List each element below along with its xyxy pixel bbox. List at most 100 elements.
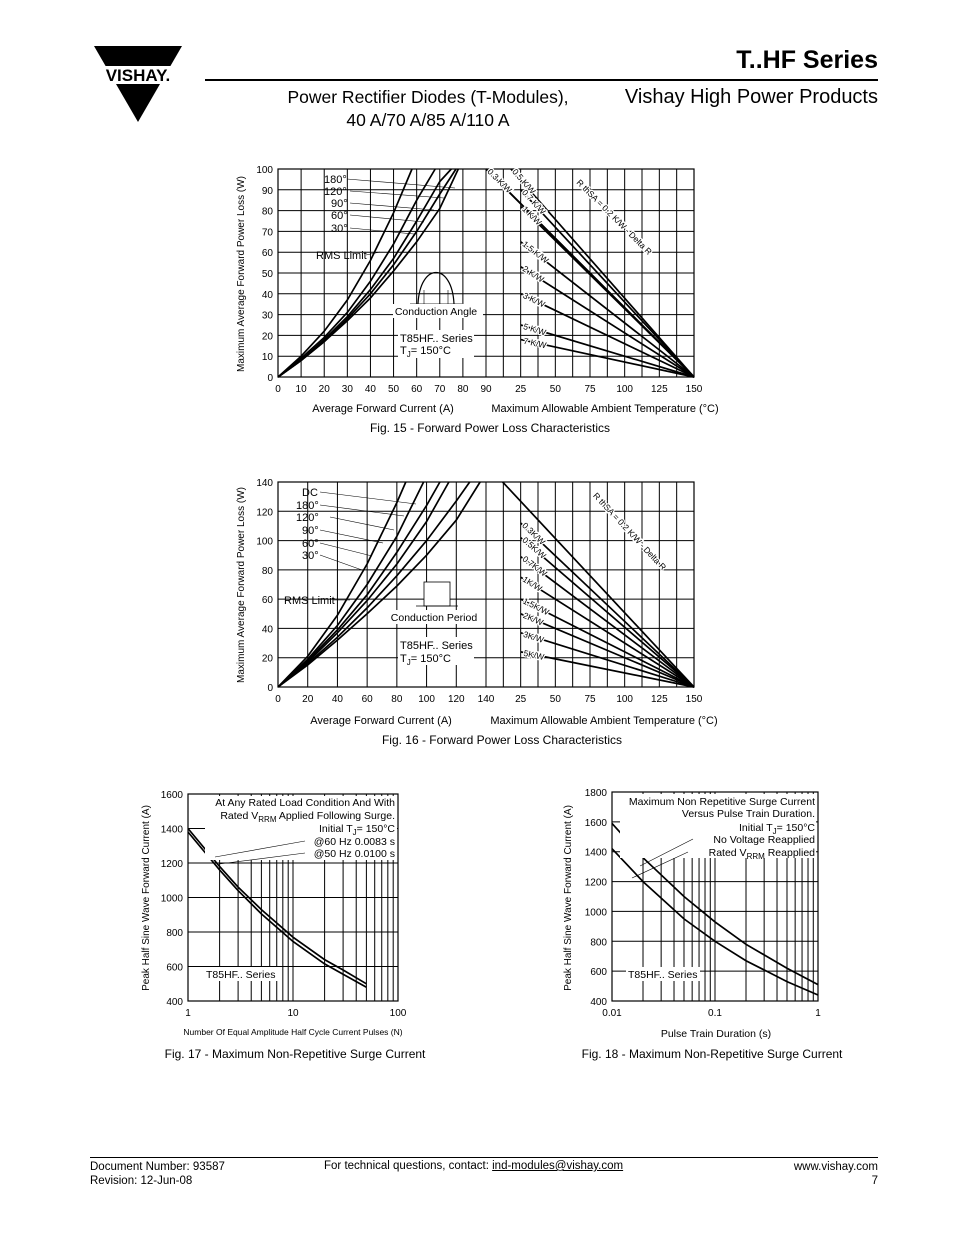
fig18-note: Maximum Non Repetitive Surge Current Ver… [620, 794, 816, 861]
fig16-xtick-label: 0 [275, 694, 281, 705]
fig15-series-30 [277, 168, 413, 378]
fig16-device-box: T85HF.. Series TJ= 150°C [398, 637, 474, 667]
fig16-ytick-label: 140 [256, 478, 273, 489]
fig16-thermal-line [520, 576, 695, 688]
fig16-series-180 [277, 481, 471, 688]
fig18-xlabel: Pulse Train Duration (s) [661, 1028, 771, 1040]
contact-prefix: For technical questions, contact: [324, 1160, 493, 1172]
fig15-ytick-label: 80 [262, 207, 274, 218]
fig15-xtick-label: 50 [388, 384, 400, 395]
fig16-thermal-label: 3K/W [522, 629, 545, 645]
fig15-thermal-label-group: 3 K/W [520, 289, 548, 311]
fig15-ytick-label: 60 [262, 248, 274, 259]
fig18-device-label: T85HF.. Series [628, 969, 697, 981]
fig16-marks: 0 20 40 60 80 100 120 140 0 20 40 60 80 100 120 140 25 50… [256, 478, 702, 705]
fig17-note-line4: @60 Hz 0.0083 s [314, 836, 395, 848]
fig16-thermal-line [520, 555, 695, 688]
fig17-caption: Fig. 17 - Maximum Non-Repetitive Surge C… [165, 1047, 426, 1061]
fig16-ytick-label: 40 [262, 624, 274, 635]
fig17-ytick-label: 400 [166, 997, 183, 1008]
fig16-xtick-label: 150 [686, 694, 703, 705]
fig17-ytick-label: 1400 [161, 825, 184, 836]
fig17-note-line2: Rated VRRM Applied Following Surge. [220, 810, 395, 824]
fig15-tj: TJ= 150°C [400, 345, 451, 359]
fig15-thermal-line [520, 241, 695, 378]
footer-doc-info: Document Number: 93587 Revision: 12-Jun-… [90, 1160, 225, 1188]
fig16-label-90: 90° [302, 525, 319, 537]
fig15-thermal-label: 3 K/W [522, 290, 547, 309]
fig16-thermal-line [520, 522, 695, 688]
fig17-ytick-label: 800 [166, 928, 183, 939]
fig15-xlabel-right: Maximum Allowable Ambient Temperature (°… [491, 403, 718, 415]
fig16-ytick-label: 20 [262, 654, 274, 665]
fig18-ytick-label: 1200 [585, 878, 608, 889]
footer-web: www.vishay.com 7 [794, 1160, 878, 1188]
fig15-thermal-label-group: 0.3 K/W [484, 165, 515, 196]
fig15-thermal-label: 2 K/W [521, 264, 546, 285]
contact-email-link[interactable]: ind-modules@vishay.com [492, 1160, 624, 1172]
fig18-xtick-label: 1 [815, 1008, 821, 1019]
fig16-ylabel: Maximum Average Forward Power Loss (W) [236, 487, 247, 683]
fig15-xtick-label: 30 [342, 384, 354, 395]
fig16-conduction-icon: Conduction Period [388, 581, 482, 624]
fig16-device-label: T85HF.. Series [400, 640, 473, 652]
fig15-thermal-line [520, 205, 695, 378]
fig16-rthsa-label-group: R thSA = 0.2 K/W - Delta R [590, 489, 670, 573]
fig15-ytick-label: 50 [262, 269, 274, 280]
fig16-xlabel-left: Average Forward Current (A) [310, 715, 452, 727]
footer-rule [90, 1157, 878, 1158]
header-rule [205, 79, 878, 81]
fig18-note-line1: Maximum Non Repetitive Surge Current [629, 796, 815, 808]
fig16-leaders [319, 491, 417, 601]
fig18-xtick-label: 0.01 [602, 1008, 622, 1019]
fig15-series-90 [277, 168, 452, 378]
fig15-thermal-line [520, 293, 695, 378]
website[interactable]: www.vishay.com [793, 1161, 878, 1173]
fig16-rthsa-label: R thSA = 0.2 K/W - Delta R [591, 491, 668, 573]
fig18-note-line3: Initial TJ= 150°C [739, 822, 815, 836]
fig15-thermal-label: 0.3 K/W [485, 166, 513, 194]
fig17-note-line3: Initial TJ= 150°C [319, 823, 395, 837]
footer-contact: For technical questions, contact: ind-mo… [324, 1160, 623, 1172]
fig16-rms-limit: RMS Limit [284, 595, 335, 607]
subtitle-line-1: Power Rectifier Diodes (T-Modules), [287, 87, 569, 107]
fig16-xlabel-right: Maximum Allowable Ambient Temperature (°… [490, 715, 717, 727]
fig15-ytick-label: 20 [262, 331, 274, 342]
series-title: T..HF Series [736, 46, 878, 74]
fig15-xtick-label: 25 [515, 384, 527, 395]
fig15-thermal-line [520, 324, 695, 378]
fig16-series-30 [277, 481, 407, 688]
fig16-conduction-label: Conduction Period [391, 612, 478, 624]
fig15-xtick-label: 0 [275, 384, 281, 395]
fig16-thermal-line [520, 598, 695, 688]
fig15-thermal-line [510, 168, 695, 378]
fig15-ytick-label: 0 [267, 373, 273, 384]
revision: Revision: 12-Jun-08 [90, 1175, 193, 1187]
fig16-xtick-label: 60 [362, 694, 374, 705]
fig18-ytick-label: 1800 [585, 788, 608, 799]
fig17-series-line [187, 831, 367, 988]
fig16-xtick-label: 100 [418, 694, 435, 705]
fig16-ytick-label: 100 [256, 537, 273, 548]
fig15-xtick-label: 50 [550, 384, 562, 395]
fig18-device-bg [626, 967, 700, 981]
fig15-xtick-label: 20 [319, 384, 331, 395]
fig17-ylabel: Peak Half Sine Wave Forward Current (A) [141, 805, 152, 991]
fig16-xtick-label: 140 [478, 694, 495, 705]
fig18-note-line2: Versus Pulse Train Duration. [682, 808, 815, 820]
fig15-ytick-label: 90 [262, 186, 274, 197]
fig15-conduction-label: Conduction Angle [395, 306, 477, 318]
fig16-xtick-label: 80 [391, 694, 403, 705]
fig16-label-30: 30° [302, 550, 319, 562]
fig15-thermal-label-group: 2 K/W [520, 262, 547, 285]
fig15-label-90: 90° [331, 198, 348, 210]
fig17-leaders [214, 840, 306, 865]
logo-text: VISHAY. [106, 66, 171, 85]
fig17-series-line [187, 827, 367, 985]
fig15-xtick-label: 10 [296, 384, 308, 395]
fig15-xtick-label: 150 [686, 384, 703, 395]
fig15-xtick-label: 75 [584, 384, 596, 395]
fig16-ytick-label: 80 [262, 566, 274, 577]
product-subtitle: Power Rectifier Diodes (T-Modules), 40 A… [278, 86, 578, 132]
fig17-marks: 400 600 800 1000 1200 1400 1600 1 10 100 [161, 790, 407, 1019]
